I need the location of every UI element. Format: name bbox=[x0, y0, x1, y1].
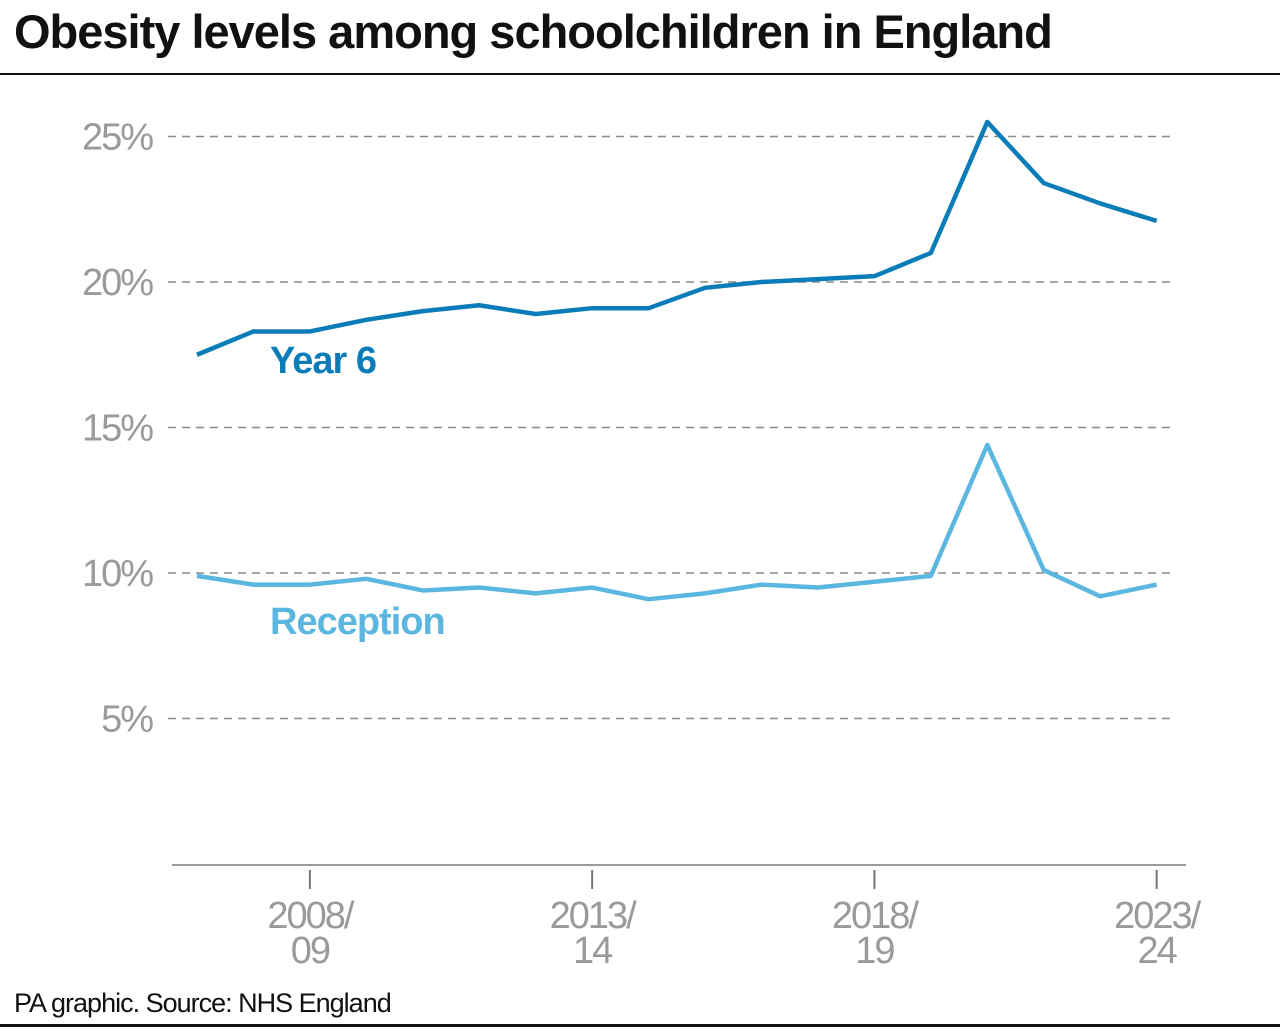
x-tick-label: 19 bbox=[855, 930, 894, 972]
x-tick-label: 24 bbox=[1138, 930, 1178, 972]
y-tick-label: 10% bbox=[82, 553, 153, 595]
y-tick-label: 15% bbox=[82, 408, 153, 450]
title-divider bbox=[0, 73, 1280, 75]
x-tick-label: 2008/ bbox=[267, 895, 355, 937]
y-tick-label: 20% bbox=[82, 262, 153, 304]
x-tick-label: 09 bbox=[291, 930, 330, 972]
series-line-year-6 bbox=[196, 119, 1158, 357]
y-tick-label: 5% bbox=[101, 699, 153, 741]
x-tick-label: 2018/ bbox=[832, 895, 920, 937]
x-tick-label: 2013/ bbox=[550, 895, 638, 937]
series-label: Year 6 bbox=[270, 340, 376, 382]
chart-title: Obesity levels among schoolchildren in E… bbox=[14, 5, 1053, 58]
x-tick-label: 2023/ bbox=[1114, 895, 1202, 937]
x-tick-label: 14 bbox=[573, 930, 613, 972]
series-label: Reception bbox=[270, 601, 445, 643]
series-line-reception bbox=[196, 442, 1158, 602]
source-note: PA graphic. Source: NHS England bbox=[14, 988, 392, 1018]
y-tick-label: 25% bbox=[82, 117, 153, 159]
bottom-divider bbox=[0, 1024, 1280, 1027]
